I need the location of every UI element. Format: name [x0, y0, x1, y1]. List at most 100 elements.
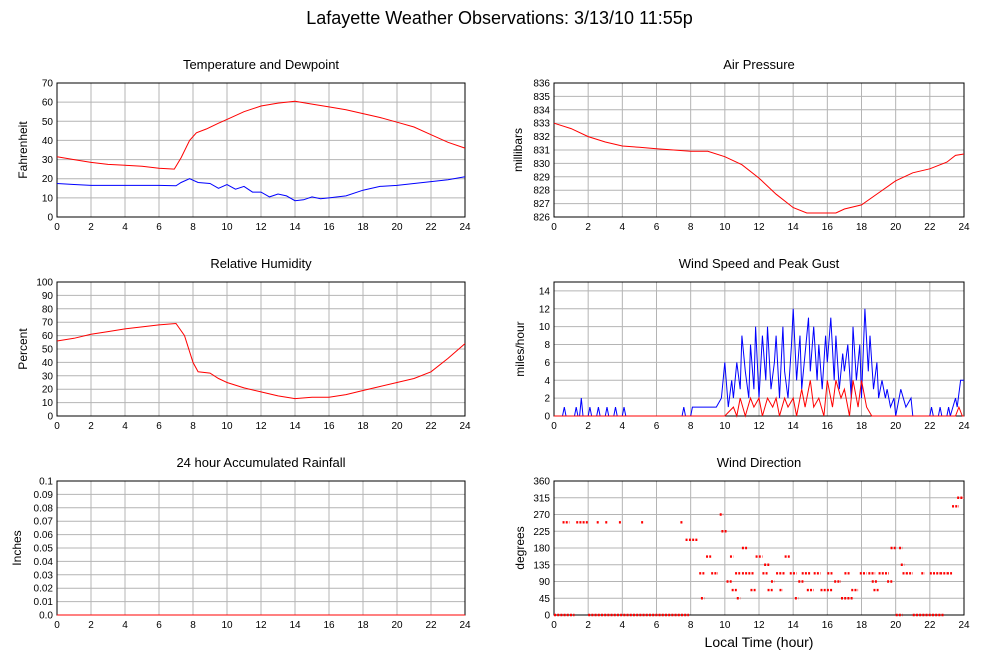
y-tick-label: 831	[533, 146, 550, 157]
chart-rain: 0 2 4 6 8 10 12 14 16 18 20 22 240.00.010.020.030.04…	[10, 455, 471, 631]
x-tick-label: 12	[255, 421, 267, 432]
y-tick-label: 225	[533, 527, 550, 538]
x-tick-label: 24	[958, 222, 970, 233]
x-tick-label: 14	[788, 222, 800, 233]
y-tick-label: 12	[539, 304, 551, 315]
y-tick-label: 40	[42, 136, 54, 147]
x-tick-label: 0	[551, 620, 557, 631]
y-tick-label: 0.05	[34, 544, 54, 555]
y-tick-label: 0.06	[34, 530, 54, 541]
y-tick-label: 0	[544, 611, 550, 622]
y-tick-label: 20	[42, 385, 54, 396]
x-tick-label: 2	[88, 222, 94, 233]
x-tick-label: 6	[654, 222, 660, 233]
x-tick-label: 18	[856, 421, 868, 432]
series-line-red	[553, 122, 965, 214]
y-tick-label: 360	[533, 477, 550, 488]
page-title: Lafayette Weather Observations: 3/13/10 …	[306, 8, 693, 28]
x-tick-label: 18	[357, 421, 369, 432]
series-line-red	[56, 322, 466, 400]
y-tick-label: 836	[533, 79, 550, 90]
y-tick-label: 832	[533, 132, 550, 143]
y-tick-label: 827	[533, 199, 550, 210]
y-tick-label: 50	[42, 117, 54, 128]
x-tick-label: 6	[156, 421, 162, 432]
y-tick-label: 830	[533, 159, 550, 170]
x-tick-label: 0	[551, 222, 557, 233]
x-tick-label: 24	[459, 620, 471, 631]
y-tick-label: 0.1	[39, 477, 53, 488]
y-tick-label: 45	[539, 594, 551, 605]
y-tick-label: 835	[533, 92, 550, 103]
x-tick-label: 10	[719, 620, 731, 631]
y-tick-label: 50	[42, 345, 54, 356]
x-tick-label: 18	[856, 222, 868, 233]
x-tick-label: 0	[551, 421, 557, 432]
x-tick-label: 0	[54, 620, 60, 631]
x-tick-label: 2	[88, 620, 94, 631]
x-tick-label: 2	[88, 421, 94, 432]
y-tick-label: 0.07	[34, 517, 54, 528]
chart-title: Temperature and Dewpoint	[183, 57, 339, 72]
x-tick-label: 14	[289, 620, 301, 631]
y-tick-label: 60	[42, 331, 54, 342]
y-tick-label: 0	[544, 412, 550, 423]
y-tick-label: 0.09	[34, 490, 54, 501]
x-tick-label: 10	[221, 421, 233, 432]
x-tick-label: 20	[890, 421, 902, 432]
x-tick-label: 18	[856, 620, 868, 631]
chart-pressure: 0 2 4 6 8 10 12 14 16 18 20 22 248268278288298308318…	[511, 57, 970, 233]
x-tick-label: 12	[753, 421, 765, 432]
x-tick-label: 16	[822, 620, 834, 631]
x-tick-label: 6	[156, 222, 162, 233]
x-tick-label: 12	[255, 222, 267, 233]
y-tick-label: 834	[533, 105, 550, 116]
plot-frame	[56, 281, 466, 417]
plot-frame	[553, 281, 965, 417]
chart-humidity: 0 2 4 6 8 10 12 14 16 18 20 22 240102030405060708090…	[16, 256, 471, 432]
x-tick-label: 2	[585, 222, 591, 233]
y-tick-label: 833	[533, 119, 550, 130]
x-tick-label: 14	[788, 421, 800, 432]
y-tick-label: 80	[42, 304, 54, 315]
y-tick-label: 14	[539, 286, 551, 297]
y-axis-label: miles/hour	[513, 321, 527, 376]
y-tick-label: 0	[47, 412, 53, 423]
y-tick-label: 828	[533, 186, 550, 197]
x-tick-label: 16	[822, 222, 834, 233]
y-tick-label: 0.04	[34, 557, 54, 568]
y-tick-label: 10	[539, 322, 551, 333]
plot-frame	[553, 480, 965, 616]
x-tick-label: 16	[323, 421, 335, 432]
x-tick-label: 20	[391, 421, 403, 432]
y-tick-label: 60	[42, 98, 54, 109]
chart-title: 24 hour Accumulated Rainfall	[176, 455, 345, 470]
y-tick-label: 2	[544, 394, 550, 405]
y-tick-label: 70	[42, 318, 54, 329]
y-tick-label: 135	[533, 560, 550, 571]
y-tick-label: 0.02	[34, 584, 54, 595]
y-tick-label: 0.08	[34, 503, 54, 514]
y-tick-label: 20	[42, 174, 54, 185]
y-tick-label: 0	[47, 213, 53, 224]
chart-title: Wind Speed and Peak Gust	[679, 256, 840, 271]
series-line-blue	[554, 308, 964, 417]
chart-direction: 0 2 4 6 8 10 12 14 16 18 20 22 240459013518022527031…	[513, 455, 970, 631]
x-tick-label: 18	[357, 222, 369, 233]
y-axis-label: degrees	[513, 526, 527, 569]
x-tick-label: 4	[122, 620, 128, 631]
x-tick-label: 10	[719, 421, 731, 432]
y-tick-label: 6	[544, 358, 550, 369]
x-tick-label: 8	[190, 222, 196, 233]
x-tick-label: 22	[425, 620, 437, 631]
x-tick-label: 12	[255, 620, 267, 631]
x-tick-label: 14	[788, 620, 800, 631]
x-tick-label: 22	[425, 421, 437, 432]
y-tick-label: 100	[36, 278, 53, 289]
x-tick-label: 20	[391, 222, 403, 233]
x-tick-label: 24	[958, 620, 970, 631]
x-tick-label: 4	[122, 421, 128, 432]
chart-title: Relative Humidity	[210, 256, 312, 271]
